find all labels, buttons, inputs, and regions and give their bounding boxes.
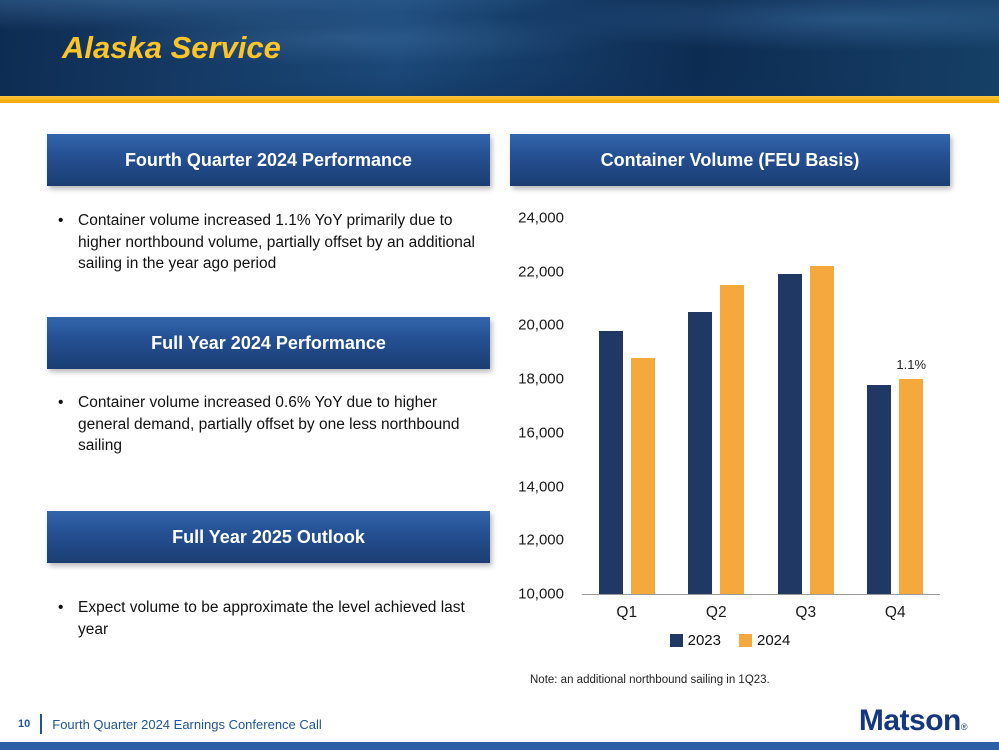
- x-tick-label: Q1: [616, 604, 638, 621]
- bottom-bar: [0, 742, 999, 750]
- page-title: Alaska Service: [62, 30, 281, 65]
- bar-2023-Q2: [688, 312, 713, 594]
- bar-2024-Q4: [899, 379, 924, 594]
- bullet-fy2024-performance: • Container volume increased 0.6% YoY du…: [58, 392, 490, 457]
- bullet-marker: •: [58, 599, 64, 616]
- matson-logo: Matson®: [858, 704, 968, 738]
- y-tick-label: 12,000: [518, 531, 564, 549]
- footer: 10 Fourth Quarter 2024 Earnings Conferen…: [18, 714, 322, 734]
- x-tick-label: Q4: [884, 604, 906, 621]
- bar-2024-Q3: [809, 266, 834, 594]
- bullet-text: Expect volume to be approximate the leve…: [78, 599, 465, 638]
- y-tick-label: 22,000: [518, 263, 564, 281]
- legend-swatch-2024: [739, 634, 752, 647]
- y-tick-label: 20,000: [518, 316, 564, 334]
- bar-2023-Q4: [867, 384, 892, 594]
- y-tick-label: 10,000: [518, 585, 564, 603]
- x-tick-label: Q2: [705, 604, 727, 621]
- bar-chart: 10,000 12,000 14,000 16,000 18,000 20,000 22,0…: [510, 200, 950, 705]
- footer-divider: [40, 714, 43, 734]
- chart-heading-box: Container Volume (FEU Basis): [510, 134, 950, 186]
- bullet-q4-performance: • Container volume increased 1.1% YoY pr…: [58, 210, 490, 275]
- y-tick-label: 16,000: [518, 424, 564, 442]
- bullet-marker: •: [58, 394, 64, 411]
- legend-item-2023: 2023: [669, 632, 721, 649]
- legend-label: 2024: [757, 632, 791, 649]
- header-banner: Alaska Service: [0, 0, 999, 96]
- page-number: 10: [18, 718, 31, 730]
- y-tick-label: 18,000: [518, 370, 564, 388]
- bar-2023-Q3: [777, 274, 802, 594]
- bar-2024-Q2: [720, 285, 745, 594]
- bar-2023-Q1: [598, 330, 623, 594]
- legend-item-2024: 2024: [739, 632, 790, 649]
- x-tick-label: Q3: [795, 604, 817, 621]
- y-axis: 10,000 12,000 14,000 16,000 18,000 20,000 22,0…: [510, 210, 572, 603]
- legend-label: 2023: [687, 632, 721, 649]
- chart-heading-label: Container Volume (FEU Basis): [600, 149, 860, 170]
- section-heading-label: Fourth Quarter 2024 Performance: [124, 149, 413, 170]
- logo-registered-mark: ®: [960, 722, 968, 732]
- bar-2024-Q1: [630, 357, 655, 594]
- y-tick-label: 24,000: [518, 209, 564, 227]
- section-heading-label: Full Year 2024 Performance: [151, 332, 386, 353]
- bar-annotation: 1.1%: [896, 357, 927, 373]
- x-axis: Q1 Q2 Q3 Q4: [582, 600, 940, 624]
- footer-title: Fourth Quarter 2024 Earnings Conference …: [52, 716, 322, 732]
- chart-legend: 2023 2024: [510, 632, 950, 649]
- section-heading-label: Full Year 2025 Outlook: [172, 526, 365, 547]
- bullet-marker: •: [58, 212, 64, 229]
- gold-divider-bar: [0, 96, 999, 103]
- bullet-text: Container volume increased 1.1% YoY prim…: [78, 212, 475, 273]
- legend-swatch-2023: [669, 634, 683, 647]
- chart-plot: 1.1%: [582, 218, 940, 595]
- bullet-text: Container volume increased 0.6% YoY due …: [78, 394, 460, 455]
- bullet-fy2025-outlook: • Expect volume to be approximate the le…: [58, 597, 490, 640]
- logo-text: Matson: [858, 704, 962, 737]
- section-heading-q4-performance: Fourth Quarter 2024 Performance: [47, 134, 490, 186]
- y-tick-label: 14,000: [518, 478, 564, 496]
- section-heading-fy2024-performance: Full Year 2024 Performance: [47, 317, 490, 369]
- section-heading-fy2025-outlook: Full Year 2025 Outlook: [47, 511, 490, 563]
- chart-note: Note: an additional northbound sailing i…: [530, 674, 770, 686]
